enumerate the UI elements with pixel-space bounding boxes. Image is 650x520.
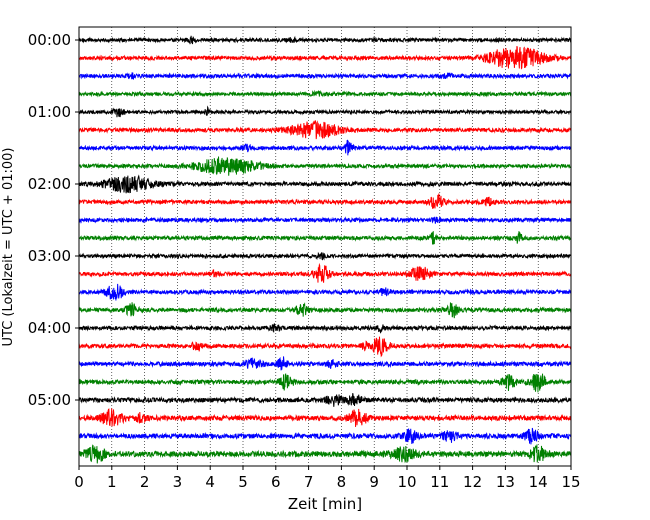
x-tick-label: 4 (205, 473, 215, 491)
trace-0030 (78, 72, 572, 80)
x-tick-label: 5 (238, 473, 248, 491)
trace-0415 (78, 336, 572, 358)
x-tick-label: 13 (496, 473, 515, 491)
trace-0315 (78, 262, 572, 283)
trace-0045 (78, 89, 572, 98)
x-tick-label: 2 (140, 473, 150, 491)
plot-frame (78, 26, 572, 467)
trace-0530 (78, 427, 572, 445)
trace-0430 (78, 356, 572, 371)
trace-0100 (78, 105, 572, 118)
trace-0215 (78, 193, 572, 210)
y-tick-label: 04:00 (28, 319, 71, 337)
x-axis-label: Zeit [min] (288, 495, 362, 513)
trace-0300 (78, 251, 572, 261)
x-axis-ticks: 0 1 2 3 4 5 6 7 8 9 10 11 12 13 14 15 (74, 466, 581, 491)
trace-0345 (78, 302, 572, 319)
x-tick-label: 6 (271, 473, 281, 491)
trace-0545 (78, 444, 572, 464)
seismic-traces (78, 35, 572, 464)
x-tick-label: 15 (561, 473, 580, 491)
trace-0145 (78, 156, 572, 176)
trace-0445 (78, 372, 572, 393)
x-tick-label: 12 (463, 473, 482, 491)
trace-0115 (78, 120, 572, 140)
y-tick-label: 00:00 (28, 31, 71, 49)
trace-0500 (78, 393, 572, 407)
trace-0230 (78, 216, 572, 224)
y-axis-label: UTC (Lokalzeit = UTC + 01:00) (1, 148, 16, 347)
x-tick-label: 14 (529, 473, 548, 491)
x-tick-label: 8 (337, 473, 347, 491)
x-tick-label: 3 (173, 473, 183, 491)
trace-0000 (78, 35, 572, 45)
x-tick-label: 9 (369, 473, 379, 491)
y-tick-label: 05:00 (28, 391, 71, 409)
trace-0245 (78, 231, 572, 246)
y-tick-label: 03:00 (28, 247, 71, 265)
x-tick-label: 1 (107, 473, 117, 491)
x-tick-label: 0 (74, 473, 84, 491)
trace-0515 (78, 408, 572, 427)
y-tick-label: 01:00 (28, 103, 71, 121)
x-tick-label: 10 (397, 473, 416, 491)
y-tick-label: 02:00 (28, 175, 71, 193)
y-axis-ticks: 00:00 01:00 02:00 03:00 04:00 05:00 (28, 31, 79, 409)
trace-0200 (78, 174, 572, 194)
trace-0330 (78, 283, 572, 301)
x-tick-label: 11 (430, 473, 449, 491)
grid-lines (111, 27, 539, 466)
trace-0130 (78, 139, 572, 156)
trace-0015 (78, 45, 572, 70)
x-tick-label: 7 (304, 473, 314, 491)
trace-0400 (78, 323, 572, 334)
